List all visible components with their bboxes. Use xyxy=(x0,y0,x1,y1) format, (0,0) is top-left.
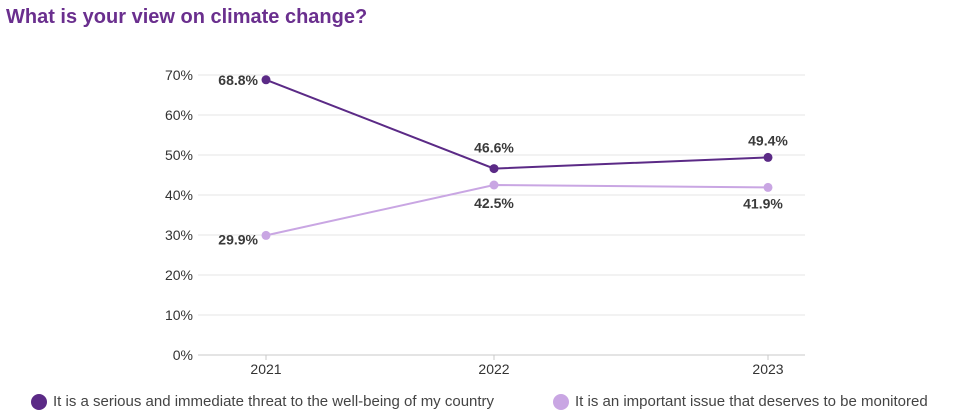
legend-label: It is an important issue that deserves t… xyxy=(575,393,928,410)
legend-marker-icon xyxy=(31,393,47,410)
chart-title: What is your view on climate change? xyxy=(6,6,368,28)
data-point xyxy=(763,152,773,162)
y-tick-label: 20% xyxy=(165,267,193,283)
legend-marker-icon xyxy=(553,393,569,410)
data-label: 41.9% xyxy=(743,195,783,211)
series-lines xyxy=(261,75,773,240)
axes: 0% 10% 20% 30% 40% 50% 60% 70% 2021 2022 2023 xyxy=(165,67,784,377)
y-tick-label: 60% xyxy=(165,107,193,123)
y-tick-label: 0% xyxy=(173,347,193,363)
y-tick-label: 10% xyxy=(165,307,193,323)
x-tick-label: 2022 xyxy=(478,361,509,377)
legend: It is a serious and immediate threat to … xyxy=(0,393,961,415)
x-tick-label: 2021 xyxy=(250,361,281,377)
data-label: 42.5% xyxy=(474,195,514,211)
legend-item-important-issue: It is an important issue that deserves t… xyxy=(553,393,928,410)
y-tick-label: 50% xyxy=(165,147,193,163)
legend-label: It is a serious and immediate threat to … xyxy=(53,393,495,410)
legend-item-serious-threat: It is a serious and immediate threat to … xyxy=(31,393,494,410)
data-labels: 68.8% 46.6% 49.4% 29.9% 42.5% 41.9% xyxy=(218,72,788,248)
data-point xyxy=(489,164,499,174)
y-tick-label: 70% xyxy=(165,67,193,83)
data-label: 49.4% xyxy=(748,132,788,148)
data-label: 29.9% xyxy=(218,231,258,247)
data-point xyxy=(261,75,271,85)
line-chart: 0% 10% 20% 30% 40% 50% 60% 70% 2021 2022 2023 68.8… xyxy=(165,67,805,377)
y-tick-label: 40% xyxy=(165,187,193,203)
x-tick-label: 2023 xyxy=(752,361,783,377)
data-point xyxy=(763,182,773,192)
data-label: 46.6% xyxy=(474,140,514,156)
data-point xyxy=(261,230,271,240)
series-line-2 xyxy=(265,183,769,237)
grid-lines xyxy=(198,74,805,356)
y-tick-label: 30% xyxy=(165,227,193,243)
data-label: 68.8% xyxy=(218,72,258,88)
data-point xyxy=(489,180,499,190)
